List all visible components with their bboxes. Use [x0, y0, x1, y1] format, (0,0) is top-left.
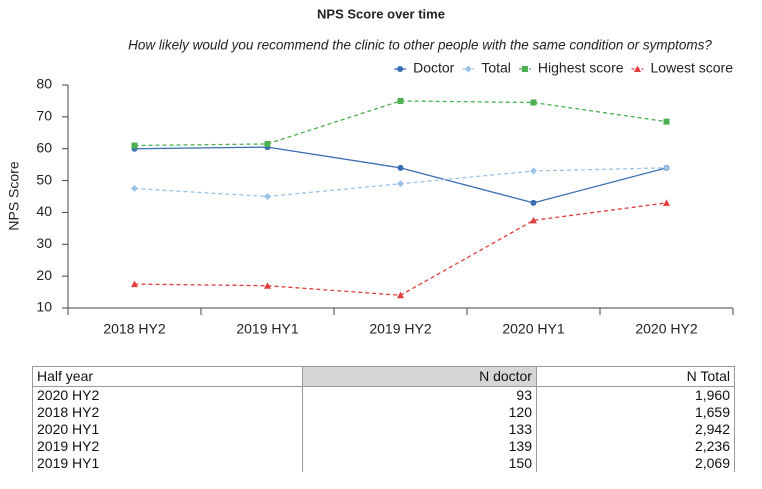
- table-row: 2019 HY1 150 2,069: [32, 455, 736, 472]
- data-point: [131, 280, 138, 288]
- data-point: [530, 99, 537, 106]
- data-table: Half year N doctor N Total 2020 HY2 93 1,960 2…: [32, 366, 736, 472]
- y-axis-label: NPS Score: [6, 161, 22, 230]
- y-tick-label: 30: [36, 235, 52, 251]
- data-point: [530, 199, 537, 206]
- table-cell: 2020 HY1: [32, 421, 303, 438]
- data-point: [131, 142, 138, 149]
- data-point: [131, 185, 138, 193]
- table-header: Half year N doctor N Total: [32, 366, 736, 387]
- legend-label: Total: [481, 60, 511, 76]
- data-point: [663, 118, 670, 125]
- column-header[interactable]: N doctor: [301, 366, 537, 387]
- table-cell: 139: [301, 438, 537, 455]
- y-tick-label: 50: [36, 171, 52, 187]
- table-row: 2018 HY2 120 1,659: [32, 404, 736, 421]
- data-point: [530, 167, 537, 175]
- data-point: [663, 164, 670, 172]
- column-header[interactable]: N Total: [535, 366, 736, 387]
- y-tick-label: 20: [36, 267, 52, 283]
- data-point: [530, 216, 537, 224]
- chart-subtitle: How likely would you recommend the clini…: [128, 38, 712, 53]
- table-row: 2019 HY2 139 2,236: [32, 438, 736, 455]
- table-cell: 2020 HY2: [32, 386, 303, 404]
- legend-marker: [397, 66, 404, 72]
- table-cell: 2,069: [535, 455, 736, 472]
- table-row: 2020 HY1 133 2,942: [32, 421, 736, 438]
- chart-title: NPS Score over time: [317, 6, 445, 21]
- x-tick-label: 2019 HY1: [236, 321, 298, 337]
- column-header[interactable]: Half year: [32, 366, 303, 387]
- y-tick-label: 80: [36, 76, 52, 92]
- y-tick-label: 40: [36, 203, 52, 219]
- table-cell: 2019 HY2: [32, 438, 303, 455]
- data-point: [397, 291, 404, 299]
- series-line: [134, 202, 667, 296]
- table-cell: 2018 HY2: [32, 404, 303, 421]
- chart: NPS Score over time How likely would you…: [6, 6, 734, 337]
- table-cell: 150: [301, 455, 537, 472]
- data-point: [397, 180, 404, 188]
- table-cell: 1,659: [535, 404, 736, 421]
- x-tick-label: 2020 HY2: [635, 321, 697, 337]
- x-tick-label: 2019 HY2: [369, 321, 431, 337]
- table-cell: 133: [301, 421, 537, 438]
- y-tick-label: 70: [36, 108, 52, 124]
- table-cell: 93: [301, 386, 537, 404]
- data-point: [397, 164, 404, 171]
- y-tick-label: 10: [36, 299, 52, 315]
- legend-label: Highest score: [538, 60, 624, 76]
- legend-label: Lowest score: [651, 60, 734, 76]
- data-point: [264, 140, 271, 147]
- table-cell: 2,236: [535, 438, 736, 455]
- legend-marker: [521, 66, 528, 72]
- table-cell: 120: [301, 404, 537, 421]
- y-tick-label: 60: [36, 139, 52, 155]
- data-point: [264, 193, 271, 200]
- table-cell: 2,942: [535, 421, 736, 438]
- data-point: [264, 282, 271, 289]
- table-cell: 1,960: [535, 386, 736, 404]
- series-line: [134, 100, 667, 147]
- legend-marker: [634, 65, 642, 72]
- x-tick-label: 2020 HY1: [502, 321, 564, 337]
- legend-label: Doctor: [413, 60, 455, 76]
- series-line: [134, 146, 667, 204]
- data-point: [663, 199, 670, 206]
- legend-marker: [464, 65, 472, 73]
- data-point: [397, 97, 404, 104]
- table-cell: 2019 HY1: [32, 455, 303, 472]
- table-row: 2020 HY2 93 1,960: [32, 386, 736, 404]
- x-tick-label: 2018 HY2: [103, 321, 165, 337]
